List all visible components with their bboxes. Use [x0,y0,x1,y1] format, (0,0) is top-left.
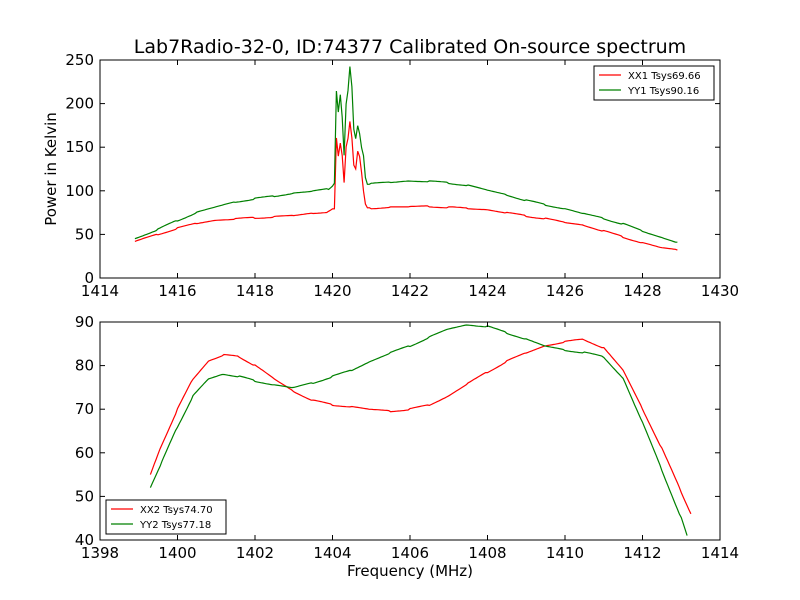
x-tick-label: 1430 [701,282,739,300]
y-tick-label: 80 [75,357,94,375]
x-tick-label: 1426 [546,282,584,300]
y-tick-label: 100 [65,182,94,200]
series-line-2 [149,324,688,536]
x-tick-label: 1420 [313,282,351,300]
legend: XX1 Tsys69.66 YY1 Tsys90.16 [593,65,715,101]
y-tick-label: 40 [75,531,94,549]
y-tick-label: 200 [65,95,94,113]
legend-box [593,65,715,101]
y-tick-label: 50 [75,487,94,505]
x-tick-label: 1428 [623,282,661,300]
legend-label-1: XX1 Tsys69.66 [628,71,701,82]
legend: XX2 Tsys74.70 YY2 Tsys77.18 [105,499,227,535]
series-group [134,66,678,251]
series-line-2 [134,66,678,243]
x-tick-label: 1408 [468,544,506,562]
x-tick-label: 1414 [701,544,739,562]
x-axis-label: Frequency (MHz) [347,562,473,580]
x-tick-label: 1410 [546,544,584,562]
x-tick-label: 1422 [391,282,429,300]
y-tick-label: 150 [65,138,94,156]
y-tick-label: 70 [75,400,94,418]
series-group [149,324,692,536]
x-tick-label: 1418 [236,282,274,300]
chart-title: Lab7Radio-32-0, ID:74377 Calibrated On-s… [134,36,686,58]
x-tick-label: 1412 [623,544,661,562]
y-tick-label: 60 [75,444,94,462]
x-tick-label: 1404 [313,544,351,562]
legend-label-1: XX2 Tsys74.70 [140,505,213,516]
y-tick-label: 50 [75,225,94,243]
x-tick-label: 1400 [158,544,196,562]
x-tick-label: 1416 [158,282,196,300]
series-line-1 [149,338,692,515]
y-axis-label: Power in Kelvin [42,112,60,226]
legend-box [105,499,227,535]
legend-label-2: YY2 Tsys77.18 [139,520,211,531]
x-tick-label: 1398 [81,544,119,562]
x-tick-label: 1406 [391,544,429,562]
series-line-1 [134,121,678,251]
x-tick-label: 1414 [81,282,119,300]
y-tick-label: 90 [75,313,94,331]
y-tick-label: 250 [65,51,94,69]
plot-panel-1: 1414 1416 1418 1420 1422 1424 1426 1428 1430 0 50 1… [42,51,739,300]
plot-panel-2: 1398 1400 1402 1404 1406 1408 1410 1412 1414 40 50… [75,313,739,580]
legend-label-2: YY1 Tsys90.16 [627,86,699,97]
y-tick-label: 0 [84,269,94,287]
x-tick-label: 1424 [468,282,506,300]
x-tick-label: 1402 [236,544,274,562]
